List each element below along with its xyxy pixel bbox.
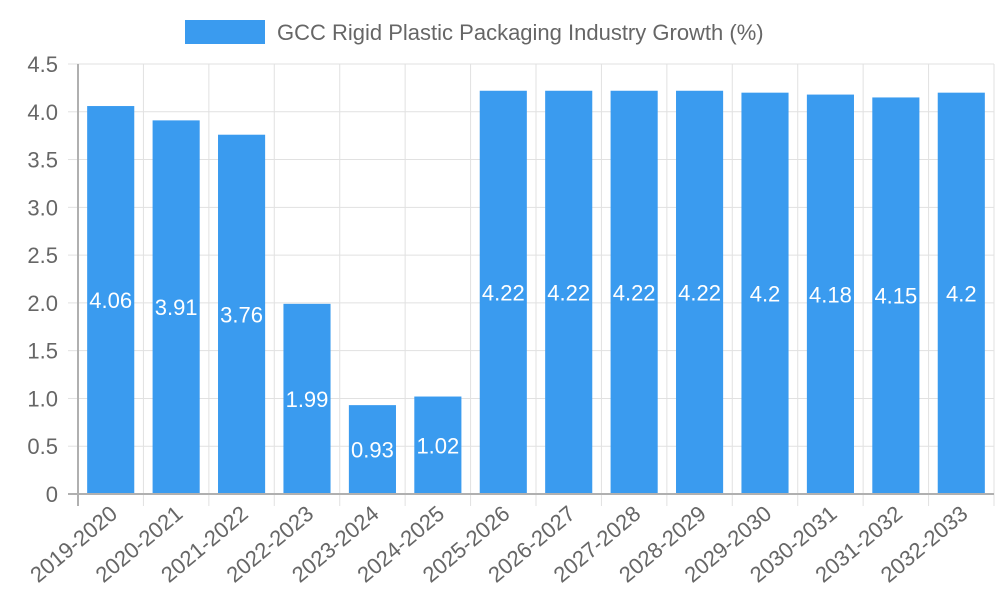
y-tick-label: 2.0 bbox=[27, 291, 58, 316]
y-tick-label: 1.0 bbox=[27, 386, 58, 411]
legend[interactable]: GCC Rigid Plastic Packaging Industry Gro… bbox=[185, 20, 764, 45]
y-tick-label: 4.5 bbox=[27, 52, 58, 77]
bar[interactable] bbox=[87, 106, 135, 495]
data-label: 3.76 bbox=[220, 302, 263, 327]
data-label: 4.22 bbox=[678, 280, 721, 305]
grid bbox=[68, 63, 995, 506]
bar[interactable] bbox=[545, 90, 593, 494]
y-tick-label: 4.0 bbox=[27, 100, 58, 125]
data-label: 4.22 bbox=[482, 280, 525, 305]
bar[interactable] bbox=[872, 97, 920, 494]
bar[interactable] bbox=[218, 134, 266, 494]
y-tick-label: 3.5 bbox=[27, 148, 58, 173]
data-label: 4.2 bbox=[946, 281, 977, 306]
data-label: 4.22 bbox=[547, 280, 590, 305]
data-label: 4.06 bbox=[89, 288, 132, 313]
bar[interactable] bbox=[479, 90, 527, 494]
x-axis-ticks: 2019-20202020-20212021-20222022-20232023… bbox=[25, 501, 972, 588]
bar[interactable] bbox=[283, 303, 331, 494]
bar[interactable] bbox=[414, 396, 462, 494]
legend-swatch[interactable] bbox=[185, 20, 265, 44]
bar[interactable] bbox=[676, 90, 724, 494]
bar[interactable] bbox=[152, 120, 200, 494]
bar[interactable] bbox=[348, 405, 396, 494]
y-tick-label: 3.0 bbox=[27, 195, 58, 220]
bar[interactable] bbox=[610, 90, 658, 494]
y-tick-label: 0 bbox=[46, 482, 58, 507]
bar[interactable] bbox=[937, 92, 985, 495]
y-axis-ticks: 0 0.5 1.0 1.5 2.0 2.5 3.0 3.5 4.0 4.5 bbox=[27, 52, 58, 507]
bar[interactable] bbox=[806, 94, 854, 495]
y-tick-label: 0.5 bbox=[27, 434, 58, 459]
data-label: 4.2 bbox=[750, 281, 781, 306]
data-label: 1.99 bbox=[286, 387, 329, 412]
bar[interactable] bbox=[741, 92, 789, 495]
data-label: 1.02 bbox=[416, 433, 459, 458]
data-label: 3.91 bbox=[155, 295, 198, 320]
bars bbox=[87, 90, 985, 495]
data-label: 0.93 bbox=[351, 438, 394, 463]
data-label: 4.22 bbox=[613, 280, 656, 305]
data-label: 4.15 bbox=[874, 284, 917, 309]
y-tick-label: 2.5 bbox=[27, 243, 58, 268]
legend-label[interactable]: GCC Rigid Plastic Packaging Industry Gro… bbox=[277, 20, 764, 45]
data-label: 4.18 bbox=[809, 282, 852, 307]
y-tick-label: 1.5 bbox=[27, 339, 58, 364]
data-labels: 4.06 3.91 3.76 1.99 0.93 1.02 4.22 4.22 4.22 4.22… bbox=[89, 280, 976, 462]
